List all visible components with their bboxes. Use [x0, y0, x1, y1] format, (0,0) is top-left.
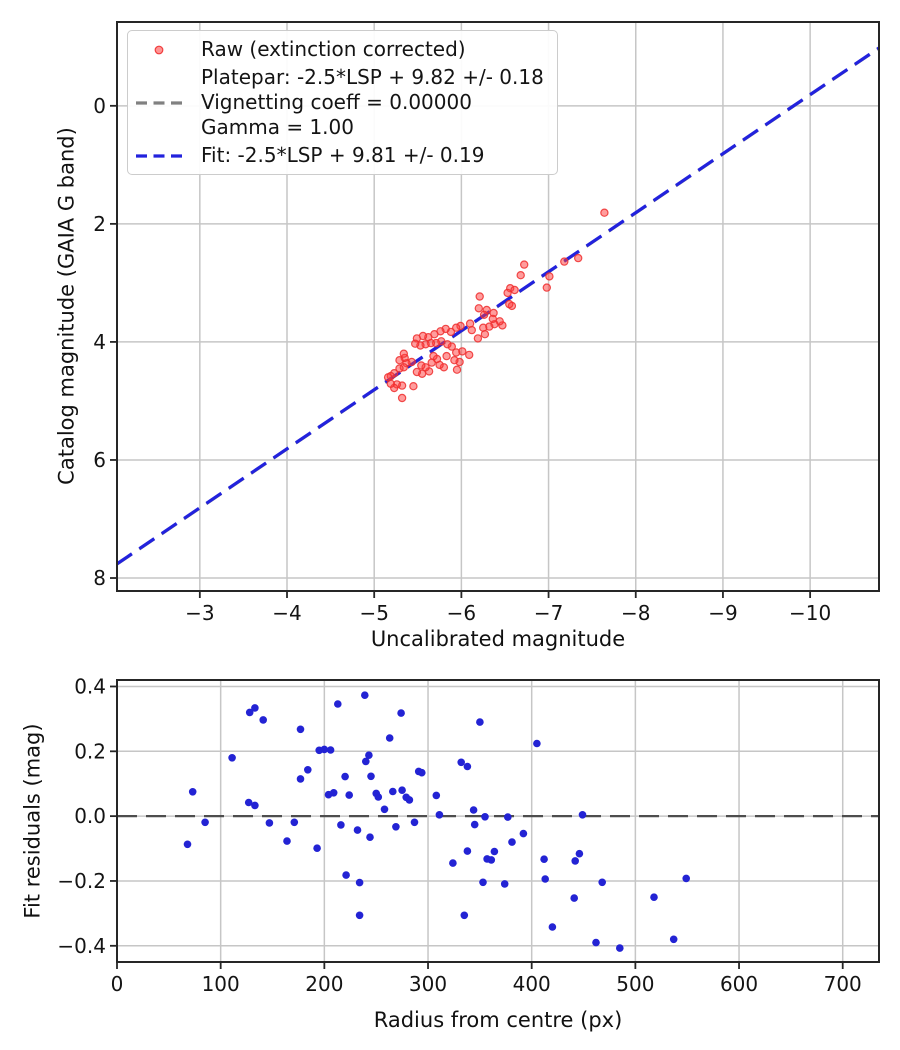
- y-tick-label: 0.2: [74, 739, 106, 763]
- x-tick-label: 200: [305, 972, 343, 996]
- fit-dashed-line-icon: [136, 152, 182, 160]
- y-tick-label: 4: [93, 330, 106, 354]
- top-x-axis-label: Uncalibrated magnitude: [370, 627, 626, 651]
- legend-entry-raw: Raw (extinction corrected): [136, 37, 547, 62]
- chart-0: −3 −4 −5 −6 −7 −8 −9 −10 0 2 4 6 8: [93, 21, 880, 625]
- chart-1: 0 100 200 300 400 500 600 700 0.4 0.2 0.0 −0.2 −0.4: [57, 674, 880, 996]
- x-tick-label: −3: [185, 601, 214, 625]
- x-tick-label: 500: [616, 972, 654, 996]
- legend-fit-label: Fit: -2.5*LSP + 9.81 +/- 0.19: [201, 143, 485, 167]
- y-tick-label: −0.4: [57, 934, 106, 958]
- y-tick-label: 6: [93, 448, 106, 472]
- x-tick-label: −9: [708, 601, 737, 625]
- legend-entry-fit: Fit: -2.5*LSP + 9.81 +/- 0.19: [136, 143, 547, 168]
- legend-platepar-line2: Vignetting coeff = 0.00000: [201, 90, 472, 114]
- x-tick-label: 300: [409, 972, 447, 996]
- platepar-dashed-line-icon: [136, 99, 182, 107]
- fit-line: [117, 46, 879, 566]
- x-tick-label: −5: [359, 601, 388, 625]
- y-tick-label: 0.0: [74, 804, 106, 828]
- raw-dot-icon: [136, 42, 182, 58]
- y-tick-label: 8: [93, 566, 106, 590]
- legend-raw-label: Raw (extinction corrected): [201, 37, 466, 61]
- x-tick-label: −6: [447, 601, 476, 625]
- x-tick-label: 0: [111, 972, 124, 996]
- bottom-x-axis-label: Radius from centre (px): [373, 1008, 623, 1032]
- legend-platepar-line3: Gamma = 1.00: [201, 115, 354, 139]
- scatter-raw: [383, 208, 609, 403]
- top-y-axis-label: Catalog magnitude (GAIA G band): [54, 127, 79, 485]
- scatter-residuals: [183, 691, 690, 952]
- x-tick-label: −8: [621, 601, 650, 625]
- x-tick-label: −4: [272, 601, 301, 625]
- bottom-y-axis-label: Fit residuals (mag): [20, 723, 45, 919]
- y-tick-label: 2: [93, 212, 106, 236]
- x-tick-label: −7: [534, 601, 563, 625]
- x-tick-label: −10: [789, 601, 831, 625]
- x-tick-label: 400: [513, 972, 551, 996]
- x-tick-label: 100: [202, 972, 240, 996]
- y-tick-label: 0.4: [74, 674, 106, 698]
- legend-platepar-line1: Platepar: -2.5*LSP + 9.82 +/- 0.18: [201, 65, 544, 89]
- legend-entry-platepar: Platepar: -2.5*LSP + 9.82 +/- 0.18 Vigne…: [136, 65, 547, 140]
- legend-platepar-label: Platepar: -2.5*LSP + 9.82 +/- 0.18 Vigne…: [201, 65, 544, 140]
- x-tick-label: 700: [824, 972, 862, 996]
- x-tick-label: 600: [720, 972, 758, 996]
- y-tick-label: −0.2: [57, 869, 106, 893]
- y-tick-label: 0: [93, 94, 106, 118]
- legend: Raw (extinction corrected) Platepar: -2.…: [127, 30, 558, 175]
